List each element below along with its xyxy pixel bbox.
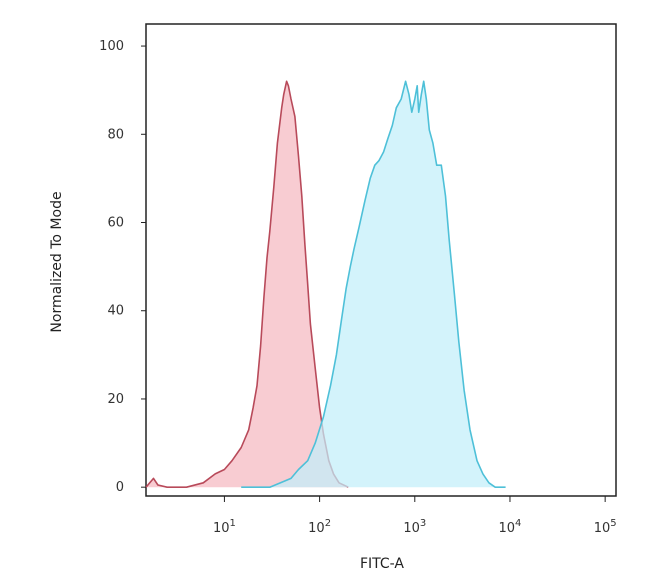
y-axis-label: Normalized To Mode	[49, 191, 65, 332]
series-1-area	[146, 81, 349, 488]
y-tick-label: 60	[107, 216, 124, 231]
y-tick-label: 40	[107, 304, 124, 319]
y-tick-label: 100	[99, 39, 124, 54]
series-1-line	[145, 80, 349, 488]
y-tick-label: 0	[116, 480, 124, 495]
x-tick-label: 102	[308, 518, 331, 536]
series-2-line	[241, 80, 506, 488]
x-axis-label: FITC-A	[360, 556, 404, 572]
y-axis-ticks: 0 20 40 60 80 100	[99, 39, 146, 495]
x-axis-ticks: 101 102 103 104 105	[213, 496, 617, 536]
y-tick-label: 20	[107, 392, 124, 407]
x-tick-label: 103	[403, 518, 426, 536]
series-2-area	[241, 81, 506, 488]
y-tick-label: 80	[107, 127, 124, 142]
histogram-series	[145, 80, 506, 488]
plot-frame	[145, 23, 617, 497]
x-tick-label: 105	[594, 518, 617, 536]
x-tick-label: 101	[213, 518, 236, 536]
x-tick-label: 104	[499, 518, 522, 536]
